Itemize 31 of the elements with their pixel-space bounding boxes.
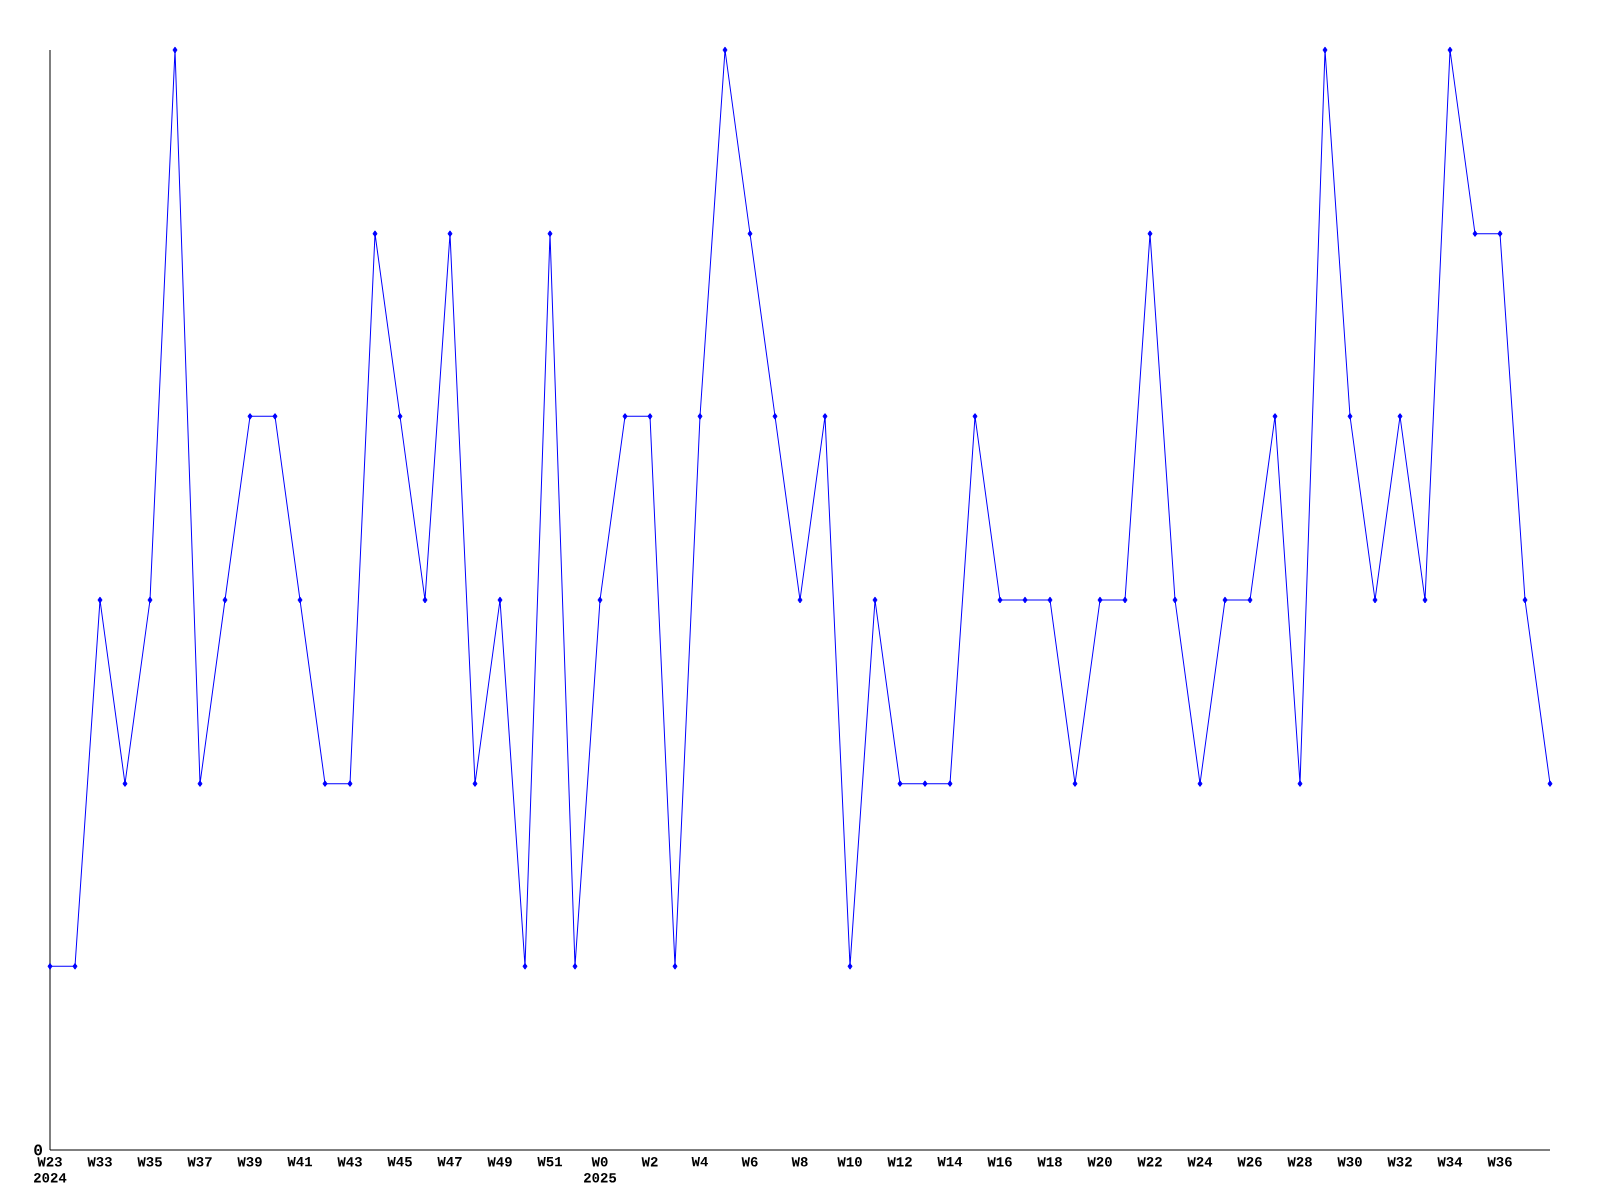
x-tick-label: W45: [387, 1157, 412, 1167]
x-tick-label: W10: [837, 1157, 862, 1167]
x-tick-label: W0 2025: [584, 1157, 617, 1183]
x-tick-label: W2: [641, 1157, 658, 1167]
x-tick-label: W14: [937, 1157, 963, 1167]
x-tick-label: W37: [187, 1157, 212, 1167]
x-tick-label: W18: [1037, 1157, 1062, 1167]
x-tick-label: W6: [741, 1157, 758, 1167]
text: 0: [34, 1144, 43, 1156]
x-tick-label: W26: [1237, 1157, 1262, 1167]
x-tick-label: W23 2024: [34, 1157, 67, 1183]
x-tick-label: W20: [1087, 1157, 1112, 1167]
x-tick-label: W28: [1287, 1157, 1312, 1167]
x-tick-label: W41: [287, 1157, 313, 1167]
x-tick-label: W35: [137, 1157, 162, 1167]
x-tick-label: W34: [1437, 1157, 1463, 1167]
x-tick-label: W24: [1187, 1157, 1213, 1167]
x-tick-label: W8: [791, 1157, 808, 1167]
x-tick-label: W49: [487, 1157, 512, 1167]
x-tick-label: W51: [537, 1157, 563, 1167]
x-tick-label: W30: [1337, 1157, 1362, 1167]
x-tick-label: W12: [887, 1157, 912, 1167]
x-tick-label: W4: [691, 1157, 708, 1167]
x-tick-label: W47: [437, 1157, 462, 1167]
x-tick-label: W22: [1137, 1157, 1162, 1167]
x-tick-label: W39: [237, 1157, 262, 1167]
x-tick-label: W43: [337, 1157, 362, 1167]
x-tick-label: W33: [87, 1157, 112, 1167]
x-tick-label: W36: [1487, 1157, 1512, 1167]
x-tick-label: W16: [987, 1157, 1012, 1167]
x-tick-label: W32: [1387, 1157, 1412, 1167]
